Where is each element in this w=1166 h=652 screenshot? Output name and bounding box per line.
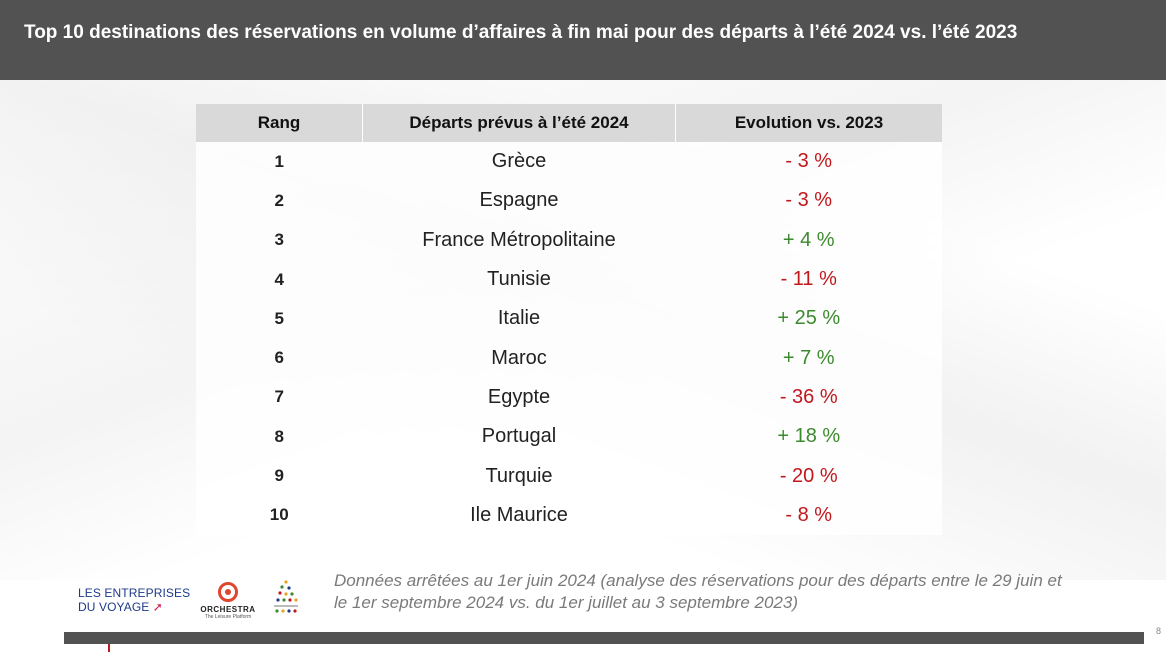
- rank-cell: 8: [196, 417, 363, 457]
- logo-1-line-1: LES ENTREPRISES: [78, 586, 191, 600]
- evolution-cell: - 11 %: [675, 259, 942, 300]
- table-row: 10 Ile Maurice - 8 %: [196, 495, 942, 535]
- destinations-table: Rang Départs prévus à l’été 2024 Evoluti…: [196, 104, 942, 535]
- table-row: 7 Egypte - 36 %: [196, 377, 942, 418]
- destination-cell: Italie: [362, 299, 676, 339]
- evolution-cell: + 7 %: [675, 338, 942, 378]
- destination-cell: Grèce: [362, 142, 676, 182]
- logo-2-name: ORCHESTRA: [200, 605, 256, 614]
- table-row: 2 Espagne - 3 %: [196, 181, 942, 221]
- logo-1-line-2: DU VOYAGE: [78, 600, 150, 614]
- evolution-cell: - 36 %: [675, 377, 942, 418]
- les-entreprises-du-voyage-logo: LES ENTREPRISES DU VOYAGE ➚: [78, 586, 190, 614]
- table-header-row: Rang Départs prévus à l’été 2024 Evoluti…: [196, 104, 942, 142]
- evolution-cell: - 20 %: [675, 456, 942, 496]
- page-title: Top 10 destinations des réservations en …: [24, 22, 1018, 43]
- dotted-partner-logo-icon: [274, 580, 298, 613]
- page-number: 8: [1156, 626, 1162, 636]
- rank-cell: 7: [196, 377, 363, 418]
- destination-cell: Ile Maurice: [362, 495, 676, 535]
- table-row: 9 Turquie - 20 %: [196, 456, 942, 496]
- rank-cell: 2: [196, 181, 363, 221]
- header-rank: Rang: [196, 104, 363, 142]
- red-tick-mark: [108, 644, 110, 652]
- evolution-cell: - 3 %: [675, 142, 942, 182]
- destination-cell: Maroc: [362, 338, 676, 378]
- logo-2-tagline: The Leisure Platform: [204, 614, 252, 620]
- rank-cell: 9: [196, 456, 363, 496]
- evolution-cell: - 8 %: [675, 495, 942, 535]
- bottom-bar: [64, 632, 1144, 644]
- rank-cell: 10: [196, 495, 363, 535]
- table-row: 6 Maroc + 7 %: [196, 338, 942, 378]
- header-destination: Départs prévus à l’été 2024: [362, 104, 676, 142]
- table-row: 8 Portugal + 18 %: [196, 417, 942, 457]
- evolution-cell: - 3 %: [675, 181, 942, 221]
- data-note: Données arrêtées au 1er juin 2024 (analy…: [334, 571, 1062, 612]
- destination-cell: Tunisie: [362, 259, 676, 300]
- table-row: 1 Grèce - 3 %: [196, 142, 942, 182]
- table-row: 3 France Métropolitaine + 4 %: [196, 220, 942, 260]
- evolution-cell: + 25 %: [675, 299, 942, 339]
- destination-cell: Espagne: [362, 181, 676, 221]
- table-row: 4 Tunisie - 11 %: [196, 259, 942, 300]
- table-row: 5 Italie + 25 %: [196, 299, 942, 339]
- plane-arrow-icon: ➚: [152, 600, 163, 614]
- title-bar: Top 10 destinations des réservations en …: [0, 0, 1166, 80]
- orchestra-circle-icon: [218, 582, 238, 602]
- rank-cell: 1: [196, 142, 363, 182]
- rank-cell: 6: [196, 338, 363, 378]
- destination-cell: Turquie: [362, 456, 676, 496]
- destination-cell: Egypte: [362, 377, 676, 418]
- rank-cell: 5: [196, 299, 363, 339]
- evolution-cell: + 4 %: [675, 220, 942, 260]
- rank-cell: 4: [196, 259, 363, 300]
- destination-cell: Portugal: [362, 417, 676, 457]
- header-evolution: Evolution vs. 2023: [675, 104, 942, 142]
- orchestra-logo: ORCHESTRA The Leisure Platform: [196, 582, 260, 620]
- rank-cell: 3: [196, 220, 363, 260]
- destination-cell: France Métropolitaine: [362, 220, 676, 260]
- evolution-cell: + 18 %: [675, 417, 942, 457]
- table-body: 1 Grèce - 3 % 2 Espagne - 3 % 3 France Métropol…: [196, 142, 942, 535]
